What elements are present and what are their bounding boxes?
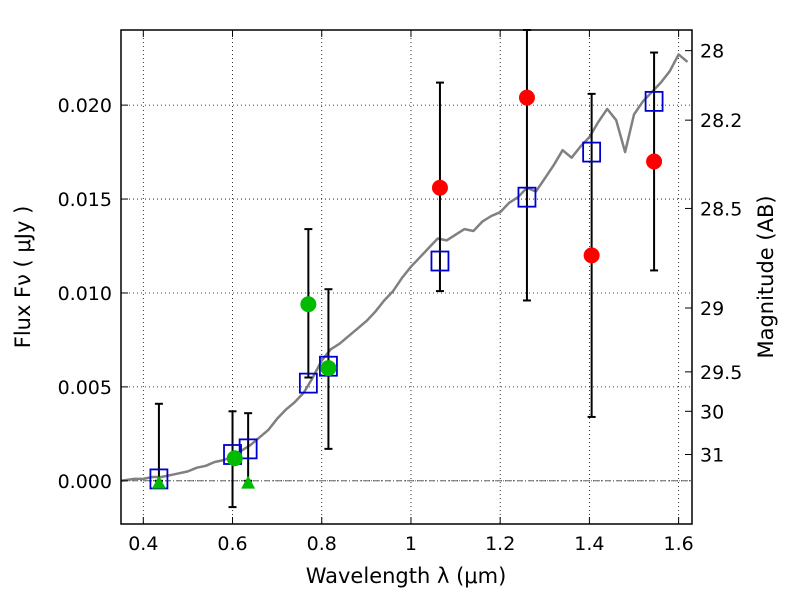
right-tick-label: 28.2 <box>700 110 742 132</box>
detection-point <box>646 153 663 170</box>
y-tick-label: 0.015 <box>58 189 112 211</box>
model-point-square <box>582 141 602 163</box>
x-tick-label: 0.6 <box>217 533 247 555</box>
right-tick-label: 29 <box>700 298 724 320</box>
plot-frame <box>120 29 693 525</box>
x-tick-label: 0.4 <box>128 533 158 555</box>
upper-limit-triangle <box>241 475 256 489</box>
y-axis-label: Flux Fν ( μJy ) <box>11 206 35 349</box>
grid <box>121 30 692 524</box>
y-tick-label: 0.000 <box>58 471 112 493</box>
detection-point <box>583 247 600 264</box>
y-tick-label: 0.020 <box>58 95 112 117</box>
right-tick-label: 31 <box>700 445 724 467</box>
model-spectrum-line <box>120 53 689 483</box>
optical-point <box>226 450 243 467</box>
y-tick-label: 0.005 <box>58 377 112 399</box>
detection-point <box>518 89 535 106</box>
model-spectrum <box>120 53 689 483</box>
x-tick-label: 1 <box>405 533 417 555</box>
error-bars <box>154 29 659 509</box>
upper-limit-triangle <box>151 475 166 489</box>
data-points <box>149 89 664 490</box>
x-tick-label: 1.4 <box>574 533 604 555</box>
model-point-square <box>430 250 450 272</box>
right-tick-label: 28.5 <box>700 198 742 220</box>
model-point-square <box>644 90 664 112</box>
right-tick-label: 30 <box>700 401 724 423</box>
right-tick-label: 29.5 <box>700 362 742 384</box>
right-axis-label: Magnitude (AB) <box>754 195 778 358</box>
x-tick-label: 1.6 <box>664 533 694 555</box>
axis-ticks: 0.4 0.6 0.8 1 1.2 1.4 1.6 0.000 0.005 0.010 0.015 0… <box>58 30 742 555</box>
optical-point <box>320 360 337 377</box>
model-point-square <box>517 186 537 208</box>
x-tick-label: 0.8 <box>307 533 337 555</box>
x-tick-label: 1.2 <box>485 533 515 555</box>
y-tick-label: 0.010 <box>58 283 112 305</box>
model-point-square <box>298 372 318 394</box>
x-axis-label: Wavelength λ (μm) <box>306 564 507 588</box>
optical-point <box>300 296 317 313</box>
right-tick-label: 28 <box>700 41 724 63</box>
detection-point <box>431 179 448 196</box>
model-point-square <box>238 438 258 460</box>
